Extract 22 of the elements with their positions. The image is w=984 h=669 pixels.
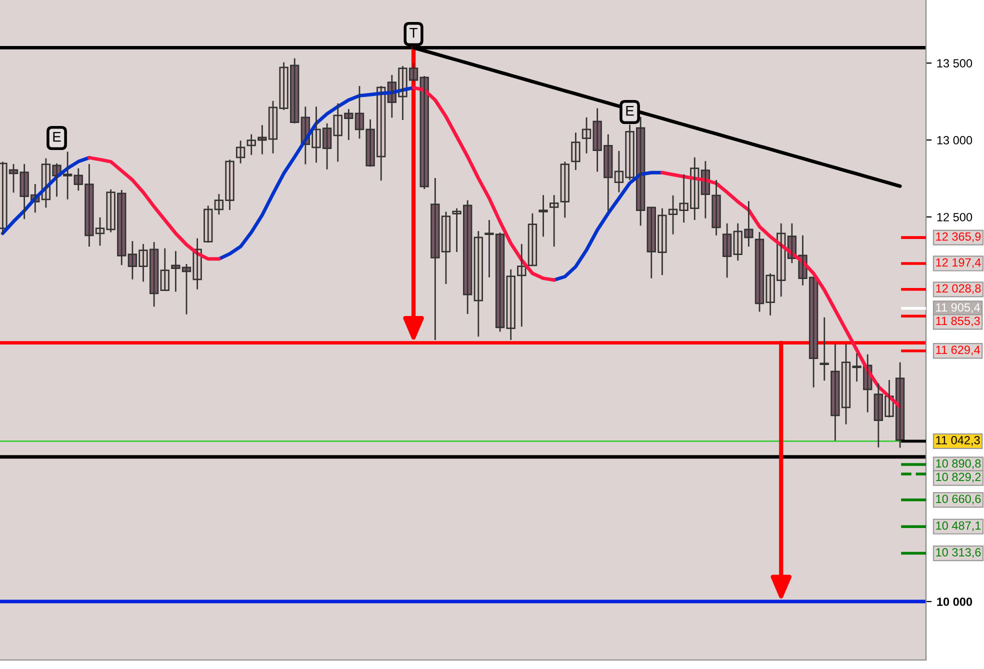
ref-line-label: 11 905,4 bbox=[936, 303, 980, 313]
y-tick-label: 13 500 bbox=[937, 59, 972, 68]
ref-line-label: 11 042,3 bbox=[936, 436, 980, 446]
ref-line-label: 11 855,3 bbox=[936, 316, 980, 326]
ref-line-label: 10 829,2 bbox=[936, 472, 981, 483]
candlestick bbox=[538, 194, 548, 238]
candlestick bbox=[236, 140, 246, 164]
annotation: T bbox=[410, 28, 418, 38]
ref-line-label: 11 629,4 bbox=[936, 346, 980, 356]
y-tick-label: 13 000 bbox=[937, 136, 972, 144]
annotation: E bbox=[626, 106, 634, 116]
ref-line-label: 10 313,6 bbox=[936, 548, 981, 558]
ref-line-label: 12 028,8 bbox=[936, 284, 981, 294]
ref-line-label: 10 660,6 bbox=[936, 494, 981, 504]
y-tick-label: 12 500 bbox=[937, 212, 972, 222]
ref-line-label: 12 197,4 bbox=[936, 258, 981, 268]
annotation: E bbox=[53, 132, 61, 142]
ref-line-label: 10 487,1 bbox=[936, 521, 981, 532]
ref-line-label: 10 890,8 bbox=[936, 459, 981, 470]
candlestick bbox=[820, 316, 829, 382]
y-tick-label: 10 000 bbox=[937, 598, 972, 606]
ref-line-label: 12 365,9 bbox=[936, 232, 981, 242]
